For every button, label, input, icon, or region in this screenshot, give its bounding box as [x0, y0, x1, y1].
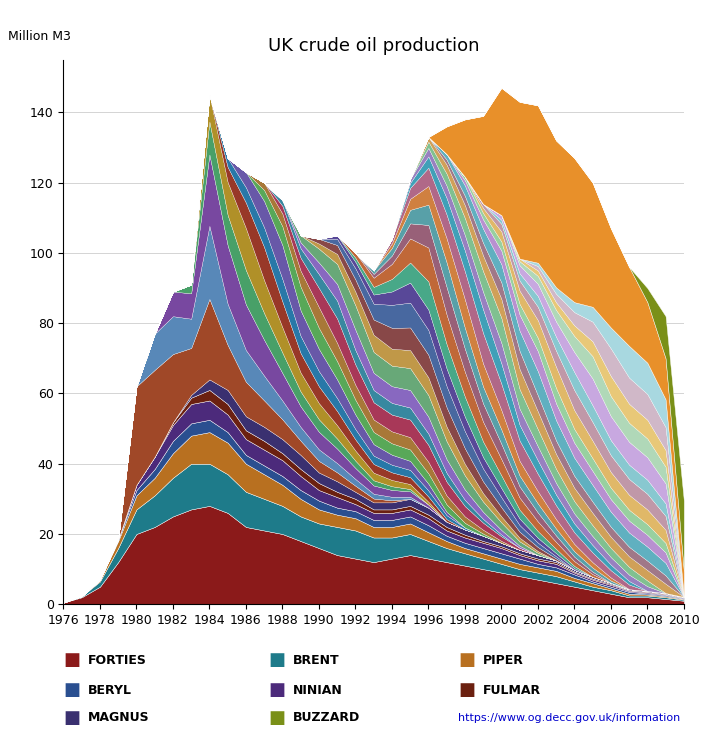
Text: ■: ■ [268, 681, 285, 699]
Text: NINIAN: NINIAN [293, 683, 343, 697]
Text: BERYL: BERYL [88, 683, 132, 697]
Text: ■: ■ [458, 651, 475, 669]
Text: BRENT: BRENT [293, 653, 339, 667]
Text: ■: ■ [63, 709, 80, 727]
Text: FULMAR: FULMAR [483, 683, 541, 697]
Text: https://www.og.decc.gov.uk/information: https://www.og.decc.gov.uk/information [458, 712, 680, 723]
Text: MAGNUS: MAGNUS [88, 711, 149, 724]
Text: ■: ■ [63, 681, 80, 699]
Text: ■: ■ [458, 681, 475, 699]
Text: ■: ■ [63, 651, 80, 669]
Title: UK crude oil production: UK crude oil production [268, 37, 479, 55]
Text: ■: ■ [268, 709, 285, 727]
Text: ■: ■ [268, 651, 285, 669]
Text: Million M3: Million M3 [8, 31, 70, 43]
Text: FORTIES: FORTIES [88, 653, 147, 667]
Text: PIPER: PIPER [483, 653, 524, 667]
Text: BUZZARD: BUZZARD [293, 711, 360, 724]
